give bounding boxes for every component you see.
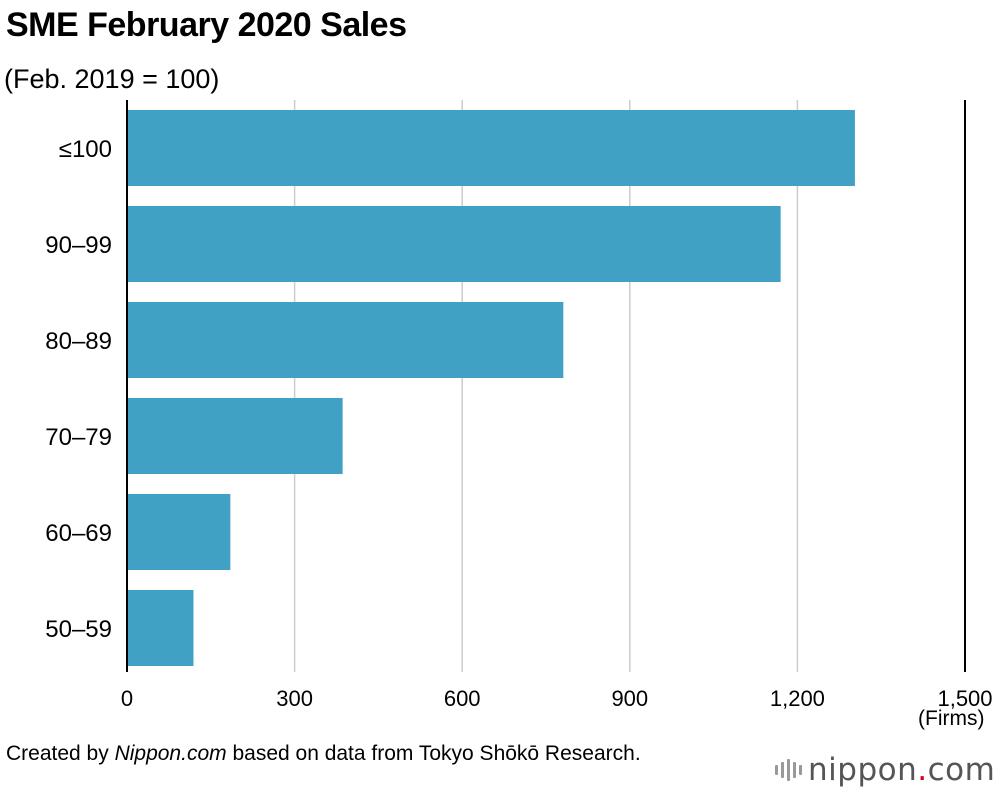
logo-bars-icon xyxy=(775,759,802,781)
bar xyxy=(127,206,781,282)
category-label: ≤100 xyxy=(59,136,112,163)
nippon-logo: nippon. com xyxy=(775,752,995,788)
source-prefix: Created by xyxy=(6,742,115,765)
x-tick-label: 1,500 xyxy=(937,686,992,711)
bar xyxy=(127,398,343,474)
logo-name: nippon xyxy=(808,752,918,788)
logo-tld: com xyxy=(927,752,996,788)
source-name: Nippon.com xyxy=(114,742,227,765)
bar xyxy=(127,590,194,666)
logo-dot: . xyxy=(917,752,928,788)
category-label: 80–89 xyxy=(45,328,112,355)
chart-subtitle: (Feb. 2019 = 100) xyxy=(4,64,220,94)
x-tick-label: 1,200 xyxy=(770,686,825,711)
x-tick-label: 600 xyxy=(444,686,481,711)
category-label: 60–69 xyxy=(45,520,112,547)
bar xyxy=(127,110,855,186)
x-axis-unit: (Firms) xyxy=(918,707,985,730)
bar xyxy=(127,494,231,570)
source-note: Created by Nippon.com based on data from… xyxy=(6,740,706,768)
category-label: 90–99 xyxy=(45,232,112,259)
bar-chart: ≤100 90–99 80–89 70–79 60–69 50–59 0 300 600 900 1… xyxy=(45,100,993,711)
source-suffix: based on data from Tokyo Shōkō Research. xyxy=(226,742,641,765)
category-label: 70–79 xyxy=(45,424,112,451)
category-label: 50–59 xyxy=(45,616,112,643)
x-tick-label: 300 xyxy=(276,686,313,711)
chart-title: SME February 2020 Sales xyxy=(6,6,407,44)
x-tick-label: 0 xyxy=(121,686,133,711)
bar xyxy=(127,302,564,378)
x-tick-label: 900 xyxy=(611,686,648,711)
